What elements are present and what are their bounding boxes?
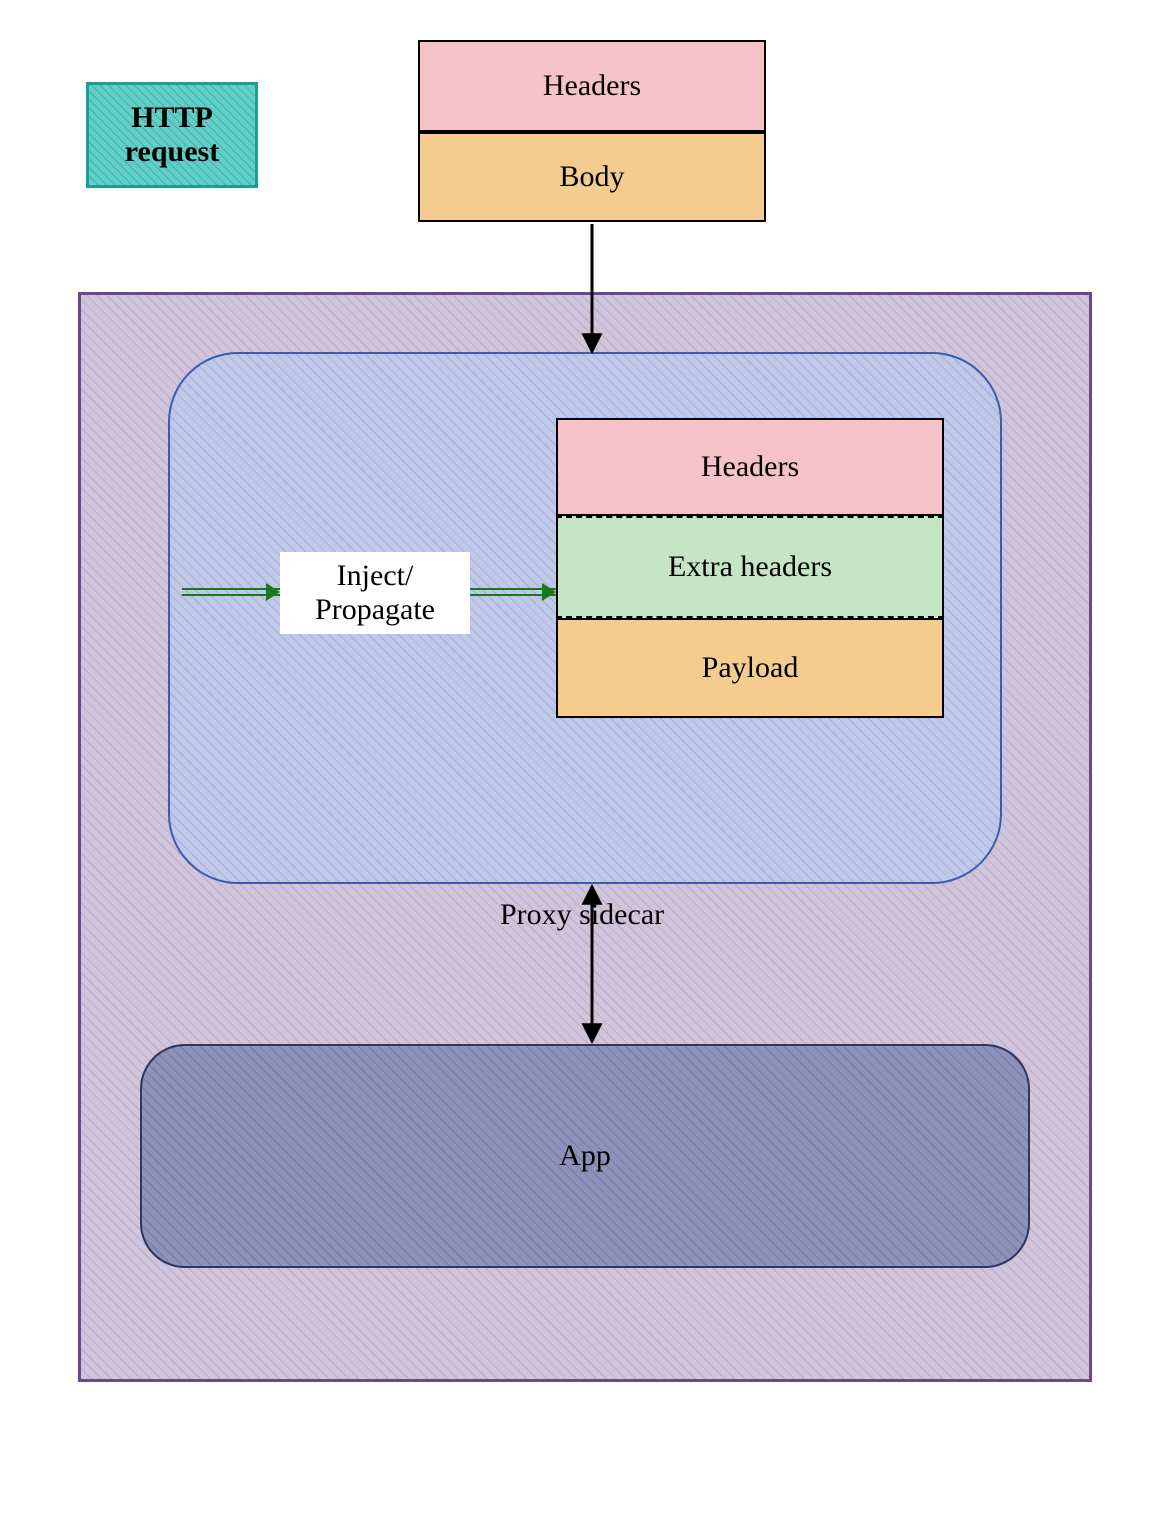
proxy-sidecar-label: Proxy sidecar (500, 898, 664, 933)
modified-row-label: Payload (702, 651, 799, 686)
app-container: App (140, 1044, 1030, 1268)
diagram-canvas: HTTPrequest Headers Body Proxy sidecar In… (0, 0, 1170, 1518)
request-row: Headers (418, 40, 766, 132)
inject-propagate-text: Inject/Propagate (315, 559, 435, 628)
inject-propagate-label: Inject/Propagate (280, 552, 470, 634)
http-request-label: HTTPrequest (86, 82, 258, 188)
proxy-sidecar-label-box: Proxy sidecar (500, 898, 664, 933)
http-request-text: HTTPrequest (125, 101, 219, 170)
modified-row: Payload (556, 618, 944, 718)
modified-row-label: Extra headers (668, 550, 832, 585)
modified-row: Headers (556, 418, 944, 516)
request-row: Body (418, 132, 766, 222)
request-row-label: Headers (543, 69, 641, 104)
modified-row: Extra headers (556, 516, 944, 618)
request-row-label: Body (559, 160, 624, 195)
modified-row-label: Headers (701, 450, 799, 485)
app-label: App (559, 1139, 611, 1174)
